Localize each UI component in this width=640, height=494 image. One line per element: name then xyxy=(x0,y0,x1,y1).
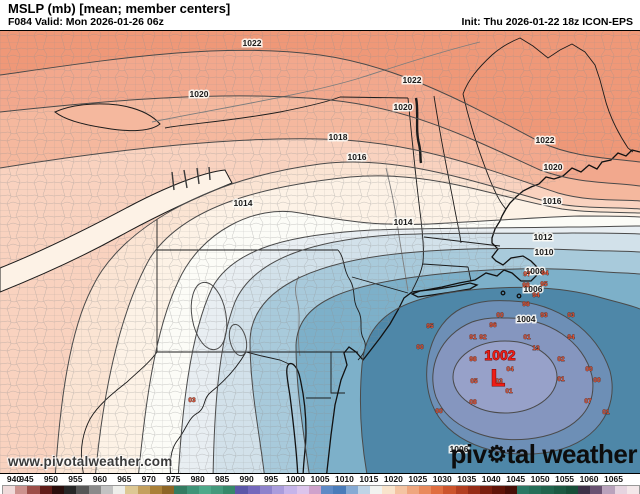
lake-champlain xyxy=(414,97,423,164)
svg-text:1012: 1012 xyxy=(534,232,553,242)
low-pressure-center: 1002 L xyxy=(484,347,516,393)
svg-text:91: 91 xyxy=(469,334,477,341)
svg-text:97: 97 xyxy=(523,271,531,278)
coastline xyxy=(286,149,640,473)
watermark: www.pivotalweather.com xyxy=(8,454,173,469)
pivotal-weather-logo: piv⚙tal weather xyxy=(450,439,637,469)
svg-text:05: 05 xyxy=(470,378,478,385)
svg-text:1006: 1006 xyxy=(524,284,543,294)
svg-text:95: 95 xyxy=(540,281,548,288)
svg-text:1022: 1022 xyxy=(536,135,555,145)
svg-text:03: 03 xyxy=(567,312,575,319)
long-island xyxy=(410,282,479,298)
county-boundaries xyxy=(0,31,640,473)
valid-time-label: F084 Valid: Mon 2026-01-26 06z xyxy=(8,16,164,28)
svg-text:1016: 1016 xyxy=(543,196,562,206)
svg-text:94: 94 xyxy=(532,292,540,299)
svg-text:1022: 1022 xyxy=(243,38,262,48)
svg-text:1020: 1020 xyxy=(190,89,209,99)
page-title: MSLP (mb) [mean; member centers] xyxy=(8,1,231,16)
svg-text:94: 94 xyxy=(567,334,575,341)
svg-text:98: 98 xyxy=(522,301,530,308)
svg-text:1022: 1022 xyxy=(403,75,422,85)
mslp-map: 1022102210221020102010201018101610161014… xyxy=(0,31,640,473)
scale-tick-labels: 940 945 950 955 960 965 970 975 980 985 990 995 1000… xyxy=(6,474,623,484)
svg-text:1002: 1002 xyxy=(484,347,515,363)
svg-text:93: 93 xyxy=(540,312,548,319)
svg-text:03: 03 xyxy=(495,378,503,385)
nantucket xyxy=(516,293,522,299)
svg-text:01: 01 xyxy=(523,334,531,341)
svg-text:92: 92 xyxy=(479,334,487,341)
svg-text:1020: 1020 xyxy=(544,162,563,172)
init-time-label: Init: Thu 2026-01-22 18z ICON-EPS xyxy=(461,16,633,28)
map-canvas: 1022 1022 1022 1020 1020 1020 1018 1016 1016 1014… xyxy=(0,30,640,474)
pa-closed-low-contour xyxy=(190,281,228,351)
chesapeake-bay xyxy=(286,362,307,473)
svg-text:00: 00 xyxy=(435,408,443,415)
svg-text:1014: 1014 xyxy=(234,198,253,208)
svg-text:04: 04 xyxy=(506,366,514,373)
svg-text:95: 95 xyxy=(426,323,434,330)
svg-text:1004: 1004 xyxy=(517,314,536,324)
lakes xyxy=(0,97,423,293)
svg-text:00: 00 xyxy=(416,344,424,351)
svg-text:03: 03 xyxy=(188,397,196,404)
svg-text:1010: 1010 xyxy=(535,247,554,257)
gear-icon: ⚙ xyxy=(486,441,508,467)
svg-text:00: 00 xyxy=(593,377,601,384)
svg-text:00: 00 xyxy=(496,312,504,319)
svg-text:08: 08 xyxy=(469,399,477,406)
svg-text:00: 00 xyxy=(585,366,593,373)
svg-text:1020: 1020 xyxy=(394,102,413,112)
contour-labels: 1022102210221020102010201018101610161014… xyxy=(188,37,564,456)
svg-text:07: 07 xyxy=(584,398,592,405)
color-scale: 940 945 950 955 960 965 970 975 980 985 990 995 1000… xyxy=(0,474,640,494)
finger-lakes xyxy=(171,166,211,191)
svg-text:L: L xyxy=(491,365,506,392)
svg-text:01: 01 xyxy=(602,409,610,416)
colorbar xyxy=(2,484,640,494)
header: MSLP (mb) [mean; member centers] F084 Va… xyxy=(0,0,640,30)
svg-text:1014: 1014 xyxy=(394,217,413,227)
svg-text:1018: 1018 xyxy=(329,132,348,142)
svg-text:94: 94 xyxy=(541,270,549,277)
marthas-vineyard xyxy=(500,290,506,296)
state-boundaries xyxy=(80,37,634,473)
svg-text:02: 02 xyxy=(557,356,565,363)
svg-text:1006: 1006 xyxy=(450,444,469,454)
lake-erie xyxy=(0,169,233,293)
svg-text:1008: 1008 xyxy=(526,266,545,276)
rivers xyxy=(151,41,481,357)
svg-text:13: 13 xyxy=(532,345,540,352)
svg-text:96: 96 xyxy=(489,322,497,329)
lake-ontario xyxy=(54,103,161,132)
svg-text:1016: 1016 xyxy=(348,152,367,162)
svg-text:98: 98 xyxy=(522,282,530,289)
svg-text:01: 01 xyxy=(505,388,513,395)
svg-text:98: 98 xyxy=(469,356,477,363)
svg-text:01: 01 xyxy=(557,376,565,383)
isobar-contours xyxy=(0,49,640,473)
